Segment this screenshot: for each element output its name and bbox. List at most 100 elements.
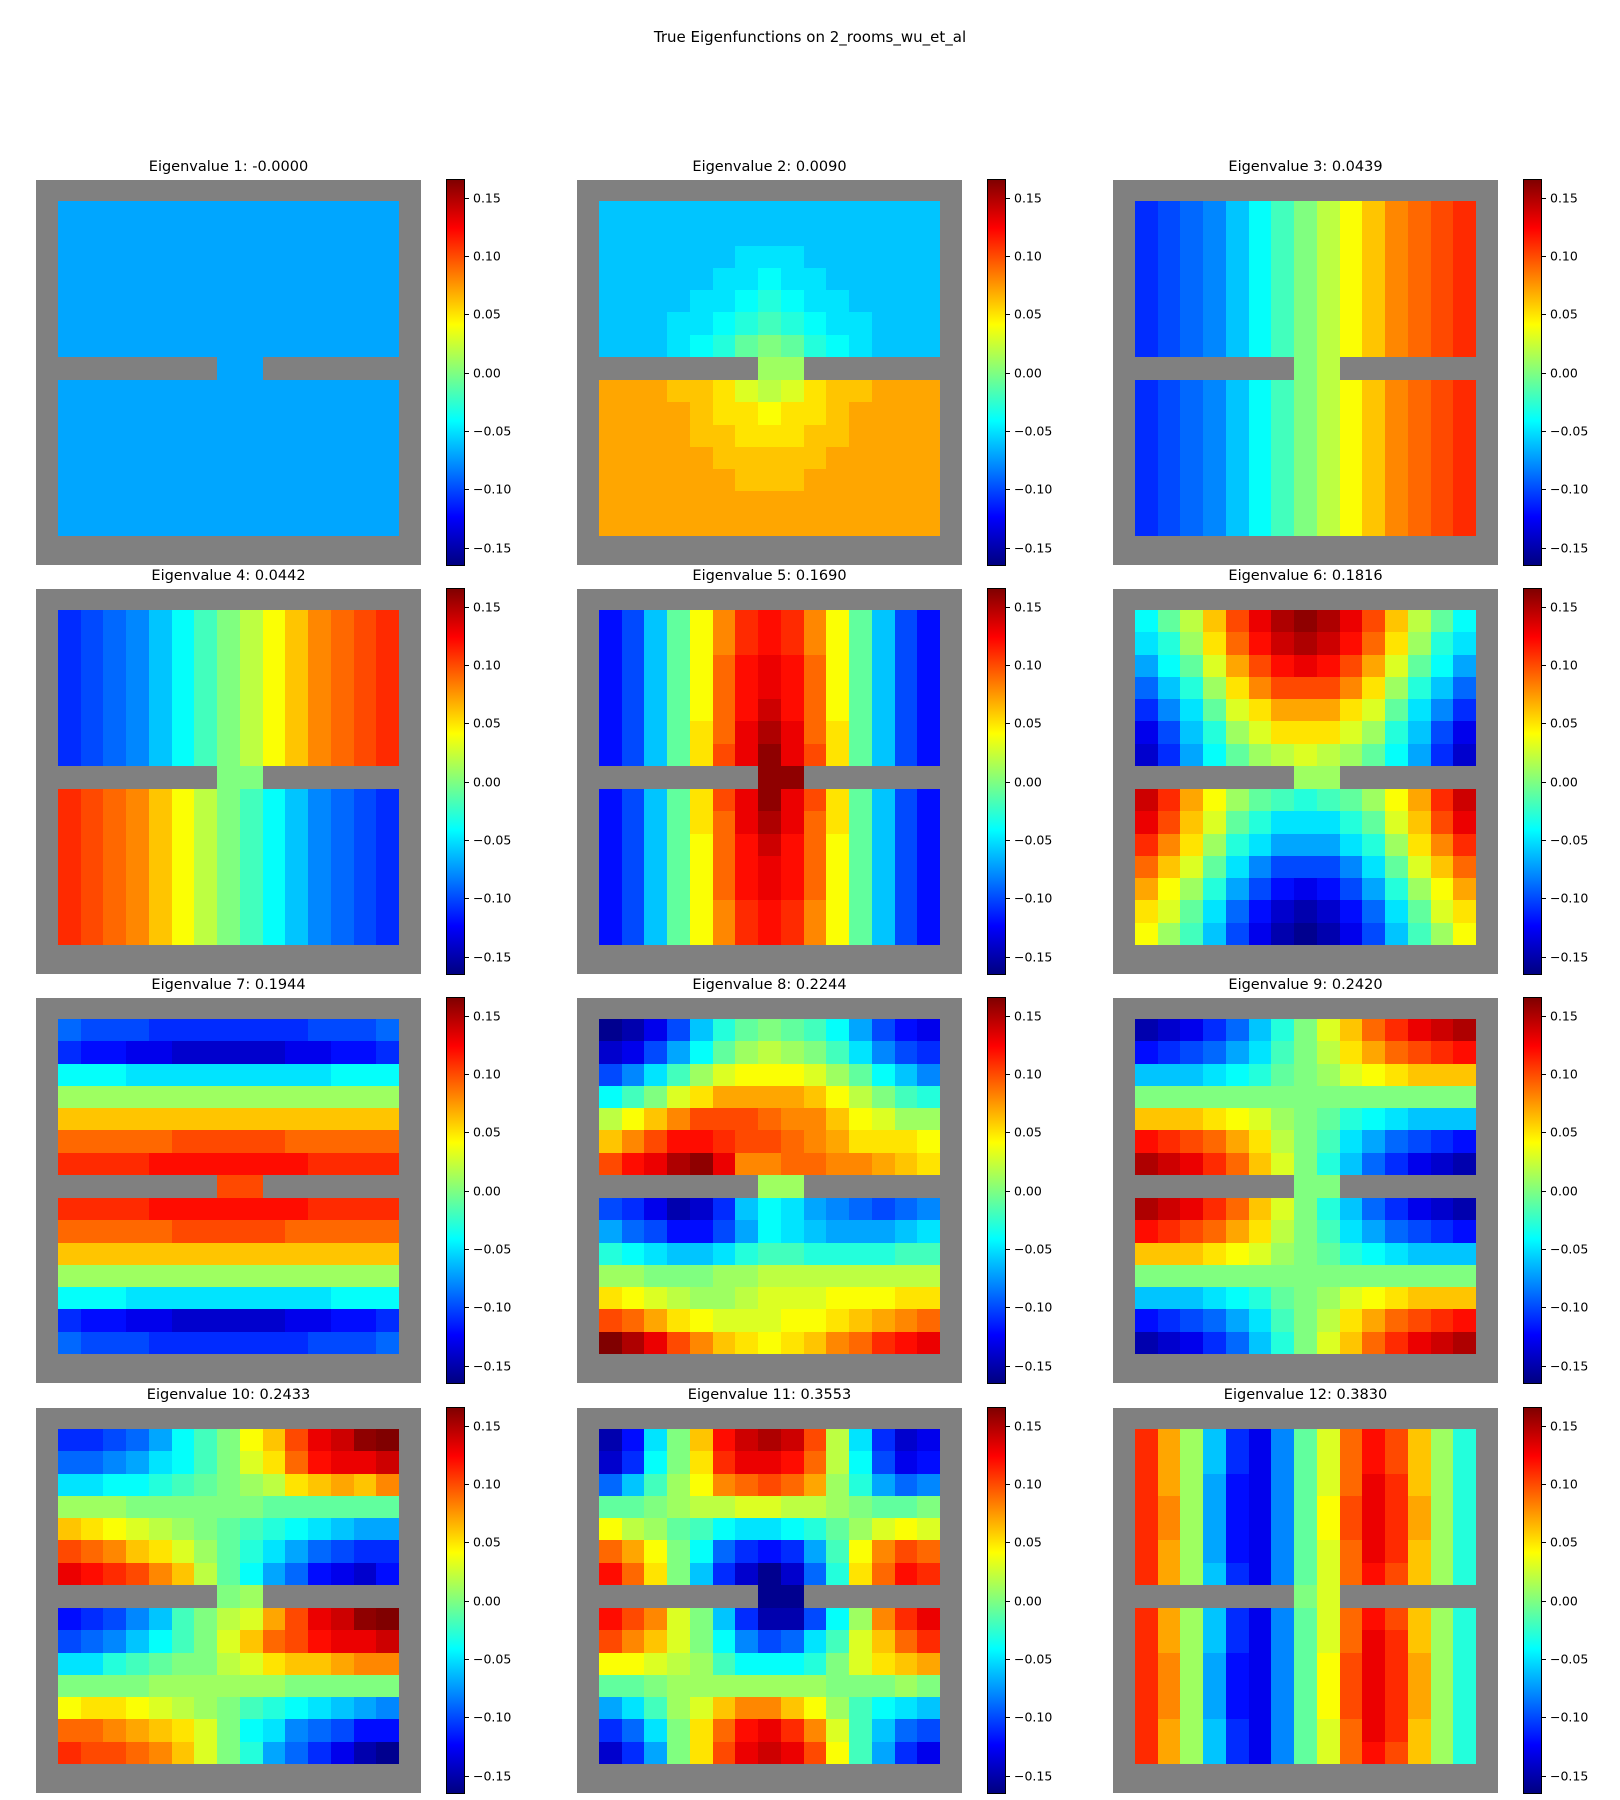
colorbar-tick xyxy=(465,314,469,316)
colorbar xyxy=(1523,179,1542,566)
colorbar-tick xyxy=(1542,372,1546,374)
subplot-title: Eigenvalue 8: 0.2244 xyxy=(692,977,847,993)
colorbar-tick xyxy=(1006,664,1010,667)
colorbar xyxy=(1523,588,1542,975)
colorbar-tick xyxy=(1006,1365,1010,1367)
colorbar-tick-label: 0.05 xyxy=(1550,306,1578,322)
colorbar-tick xyxy=(1542,606,1546,608)
colorbar-tick xyxy=(465,1600,469,1602)
colorbar-tick xyxy=(465,956,469,958)
colorbar-tick xyxy=(1006,1658,1010,1661)
heatmap-room-top xyxy=(1135,201,1476,357)
colorbar-tick xyxy=(1542,430,1546,433)
colorbar xyxy=(446,179,465,566)
door-cells xyxy=(758,357,804,380)
colorbar-tick xyxy=(1542,1542,1546,1544)
colorbar-tick-label: 0.00 xyxy=(473,365,501,380)
subplot-heatmap-eigenvalue-1 xyxy=(36,180,421,565)
subplot-title: Eigenvalue 12: 0.3830 xyxy=(1223,1387,1388,1403)
colorbar-tick-label: 0.00 xyxy=(1014,365,1042,380)
colorbar-tick-label: 0.00 xyxy=(1014,1593,1042,1608)
colorbar-tick xyxy=(1006,606,1010,608)
colorbar-tick xyxy=(1542,197,1546,199)
colorbar-tick xyxy=(465,781,469,783)
colorbar-tick xyxy=(1542,1600,1546,1602)
door-cells xyxy=(1294,766,1340,789)
heatmap-room-bottom xyxy=(58,1198,399,1354)
colorbar-tick xyxy=(465,1365,469,1367)
colorbar-tick-label: −0.10 xyxy=(1550,1299,1589,1315)
heatmap-room-bottom xyxy=(599,1198,940,1354)
heatmap-room-top xyxy=(58,1019,399,1175)
colorbar-tick xyxy=(1006,1425,1010,1427)
colorbar-tick-label: −0.15 xyxy=(1550,540,1589,555)
colorbar-tick xyxy=(465,1132,469,1134)
colorbar-tick-label: 0.05 xyxy=(473,1124,501,1140)
colorbar-tick xyxy=(1542,898,1546,900)
colorbar-tick xyxy=(1006,1717,1010,1719)
colorbar-tick-label: 0.00 xyxy=(1014,774,1042,789)
door-cells xyxy=(217,1175,263,1198)
colorbar-tick xyxy=(1542,781,1546,783)
colorbar-tick xyxy=(465,489,469,491)
colorbar-tick-label: 0.00 xyxy=(1550,774,1578,789)
colorbar-tick xyxy=(465,664,469,667)
colorbar-tick-label: −0.05 xyxy=(1014,1241,1053,1257)
colorbar-tick xyxy=(1542,1248,1546,1251)
colorbar-tick xyxy=(1542,1483,1546,1486)
heatmap-room-top xyxy=(599,1019,940,1175)
subplot-title: Eigenvalue 1: -0.0000 xyxy=(148,159,309,175)
subplot-title: Eigenvalue 5: 0.1690 xyxy=(692,568,847,584)
colorbar-tick xyxy=(465,1307,469,1309)
colorbar-tick xyxy=(1006,1073,1010,1076)
door-cells xyxy=(758,1175,804,1198)
subplot-title: Eigenvalue 6: 0.1816 xyxy=(1228,568,1383,584)
colorbar-tick xyxy=(465,197,469,199)
colorbar-tick-label: 0.15 xyxy=(1014,190,1042,205)
door-cells xyxy=(1294,1175,1340,1198)
colorbar-tick-label: 0.15 xyxy=(1550,190,1578,205)
colorbar-tick-label: 0.05 xyxy=(1014,306,1042,322)
colorbar-tick-label: 0.15 xyxy=(1014,599,1042,614)
colorbar-tick-label: 0.05 xyxy=(473,306,501,322)
colorbar-tick xyxy=(1006,372,1010,374)
colorbar-tick xyxy=(1542,1015,1546,1017)
colorbar xyxy=(446,1407,465,1794)
heatmap-room-top xyxy=(1135,610,1476,766)
subplot-heatmap-eigenvalue-4 xyxy=(36,589,421,974)
subplot-heatmap-eigenvalue-9 xyxy=(1113,998,1498,1383)
door-cells xyxy=(758,766,804,789)
heatmap-room-bottom xyxy=(599,1608,940,1764)
colorbar-tick xyxy=(1006,255,1010,258)
colorbar-tick-label: 0.15 xyxy=(1550,599,1578,614)
colorbar-tick-label: 0.15 xyxy=(473,599,501,614)
colorbar-tick xyxy=(465,372,469,374)
colorbar-tick xyxy=(1006,956,1010,958)
door-cells xyxy=(1294,1585,1340,1608)
colorbar xyxy=(1523,1407,1542,1794)
colorbar-tick xyxy=(1542,1132,1546,1134)
colorbar-tick-label: 0.10 xyxy=(1014,1066,1042,1082)
colorbar-tick xyxy=(1542,255,1546,258)
heatmap-room-top xyxy=(599,1429,940,1585)
colorbar-tick-label: −0.10 xyxy=(473,1299,512,1315)
subplot-heatmap-eigenvalue-10 xyxy=(36,1408,421,1793)
colorbar-tick xyxy=(465,430,469,433)
colorbar-tick xyxy=(1006,898,1010,900)
heatmap-room-bottom xyxy=(58,380,399,536)
heatmap-room-bottom xyxy=(599,789,940,945)
colorbar-tick xyxy=(1542,723,1546,725)
figure-title: True Eigenfunctions on 2_rooms_wu_et_al xyxy=(653,28,967,46)
colorbar-tick-label: 0.00 xyxy=(1550,365,1578,380)
colorbar-tick xyxy=(465,1483,469,1486)
colorbar-tick-label: −0.15 xyxy=(1014,540,1053,555)
colorbar-tick-label: −0.10 xyxy=(473,481,512,497)
colorbar-tick xyxy=(1006,1132,1010,1134)
subplot-title: Eigenvalue 4: 0.0442 xyxy=(151,568,306,584)
colorbar-tick-label: 0.00 xyxy=(473,1183,501,1198)
colorbar xyxy=(446,588,465,975)
colorbar-tick xyxy=(465,606,469,608)
colorbar-tick-label: 0.05 xyxy=(1550,1534,1578,1550)
colorbar-tick-label: 0.00 xyxy=(473,1593,501,1608)
door-cells xyxy=(217,1585,263,1608)
